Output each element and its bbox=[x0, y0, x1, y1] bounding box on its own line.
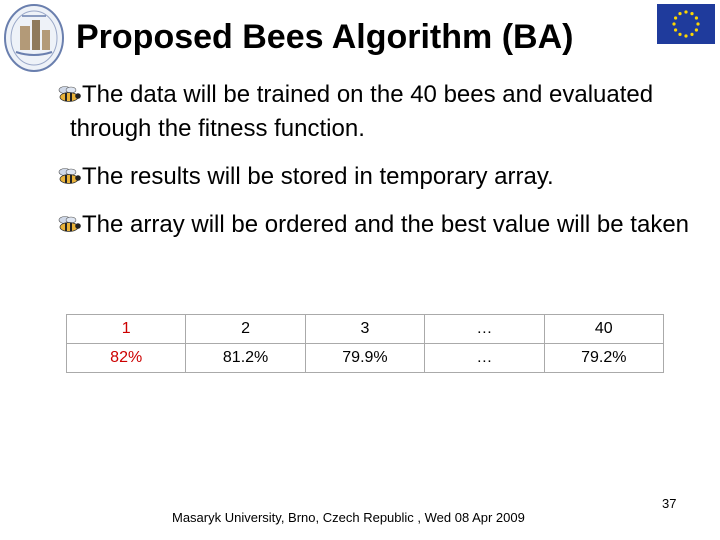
table-cell: 3 bbox=[304, 314, 426, 344]
table-cell: … bbox=[424, 314, 545, 344]
table-row: 82% 81.2% 79.9% … 79.2% bbox=[65, 343, 665, 373]
bullet-item: The array will be ordered and the best v… bbox=[58, 208, 700, 242]
table-cell: 40 bbox=[543, 314, 665, 344]
slide-title: Proposed Bees Algorithm (BA) bbox=[76, 18, 574, 56]
bee-icon bbox=[58, 168, 81, 184]
table-cell: 82% bbox=[65, 343, 187, 373]
table-cell: 2 bbox=[185, 314, 306, 344]
bee-icon bbox=[58, 216, 81, 232]
bullet-text: The array will be ordered and the best v… bbox=[82, 211, 690, 238]
bee-icon bbox=[58, 86, 81, 102]
bullet-text: The data will be trained on the 40 bees … bbox=[70, 81, 654, 142]
table-cell: 81.2% bbox=[185, 343, 306, 373]
footer-text: Masaryk University, Brno, Czech Republic… bbox=[172, 510, 525, 525]
table-cell: … bbox=[424, 343, 545, 373]
page-number: 37 bbox=[662, 496, 677, 511]
table-row: 1 2 3 … 40 bbox=[65, 314, 665, 344]
eu-flag-icon bbox=[657, 4, 715, 44]
table-cell: 1 bbox=[65, 314, 187, 344]
bee-fitness-table: 1 2 3 … 40 82% 81.2% 79.9% … 79.2% bbox=[65, 314, 665, 373]
table-cell: 79.9% bbox=[304, 343, 426, 373]
table-cell: 79.2% bbox=[543, 343, 665, 373]
university-logo-icon bbox=[4, 4, 64, 72]
bullet-text: The results will be stored in temporary … bbox=[82, 163, 554, 190]
bullet-item: The data will be trained on the 40 bees … bbox=[58, 78, 700, 146]
bullet-item: The results will be stored in temporary … bbox=[58, 160, 700, 194]
